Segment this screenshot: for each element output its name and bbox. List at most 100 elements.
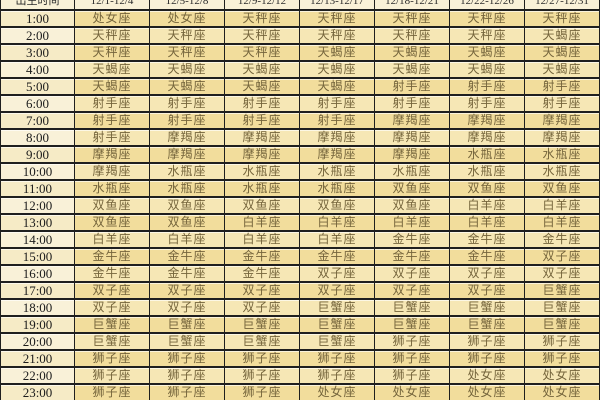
table-row: 20:00 巨蟹座 巨蟹座 巨蟹座 巨蟹座 狮子座 狮子座 狮子座: [0, 332, 600, 351]
zodiac-cell: 金牛座: [74, 264, 150, 283]
zodiac-cell: 狮子座: [524, 332, 600, 351]
zodiac-cell: 射手座: [374, 77, 450, 96]
date-header-cell: 12/22-12/26: [449, 0, 525, 11]
table-row: 14:00 白羊座 白羊座 白羊座 白羊座 金牛座 金牛座 金牛座: [0, 230, 600, 249]
zodiac-cell: 处女座: [299, 383, 375, 400]
zodiac-cell: 处女座: [449, 383, 525, 400]
zodiac-cell: 巨蟹座: [149, 315, 225, 334]
time-cell: 14:00: [0, 230, 75, 249]
zodiac-cell: 双子座: [299, 264, 375, 283]
table-row: 5:00 天蝎座 天蝎座 天蝎座 天蝎座 射手座 射手座 射手座: [0, 77, 600, 96]
zodiac-cell: 射手座: [224, 111, 300, 130]
time-cell: 13:00: [0, 213, 75, 232]
zodiac-cell: 天蝎座: [299, 60, 375, 79]
zodiac-cell: 天蝎座: [299, 43, 375, 62]
table-row: 7:00 射手座 射手座 射手座 射手座 摩羯座 摩羯座 摩羯座: [0, 111, 600, 130]
zodiac-cell: 狮子座: [299, 366, 375, 385]
zodiac-cell: 天秤座: [149, 26, 225, 45]
zodiac-cell: 天秤座: [224, 43, 300, 62]
table-row: 4:00 天蝎座 天蝎座 天蝎座 天蝎座 天蝎座 天蝎座 天蝎座: [0, 60, 600, 79]
table-row: 17:00 双子座 双子座 双子座 双子座 双子座 双子座 巨蟹座: [0, 281, 600, 300]
zodiac-cell: 水瓶座: [74, 179, 150, 198]
zodiac-cell: 处女座: [524, 366, 600, 385]
zodiac-cell: 摩羯座: [74, 145, 150, 164]
table-row: 19:00 巨蟹座 巨蟹座 巨蟹座 巨蟹座 巨蟹座 巨蟹座 巨蟹座: [0, 315, 600, 334]
zodiac-cell: 射手座: [449, 94, 525, 113]
zodiac-cell: 白羊座: [74, 230, 150, 249]
table-row: 13:00 双鱼座 双鱼座 白羊座 白羊座 白羊座 白羊座 白羊座: [0, 213, 600, 232]
zodiac-cell: 巨蟹座: [74, 315, 150, 334]
zodiac-cell: 摩羯座: [524, 128, 600, 147]
zodiac-cell: 双子座: [74, 281, 150, 300]
zodiac-cell: 狮子座: [524, 349, 600, 368]
zodiac-cell: 天蝎座: [74, 77, 150, 96]
zodiac-cell: 巨蟹座: [299, 332, 375, 351]
zodiac-cell: 摩羯座: [374, 145, 450, 164]
zodiac-cell: 天蝎座: [449, 60, 525, 79]
zodiac-cell: 射手座: [374, 94, 450, 113]
zodiac-cell: 巨蟹座: [524, 315, 600, 334]
table-row: 10:00 摩羯座 水瓶座 水瓶座 水瓶座 水瓶座 水瓶座 水瓶座: [0, 162, 600, 181]
zodiac-cell: 金牛座: [524, 230, 600, 249]
zodiac-cell: 金牛座: [224, 264, 300, 283]
zodiac-cell: 双鱼座: [374, 179, 450, 198]
table-row: 8:00 射手座 摩羯座 摩羯座 摩羯座 摩羯座 摩羯座 摩羯座: [0, 128, 600, 147]
date-header-cell: 12/18-12/21: [374, 0, 450, 11]
time-cell: 4:00: [0, 60, 75, 79]
zodiac-cell: 狮子座: [449, 349, 525, 368]
zodiac-cell: 水瓶座: [224, 179, 300, 198]
time-cell: 18:00: [0, 298, 75, 317]
zodiac-cell: 摩羯座: [299, 128, 375, 147]
zodiac-cell: 摩羯座: [224, 128, 300, 147]
zodiac-cell: 天秤座: [149, 43, 225, 62]
table-row: 11:00 水瓶座 水瓶座 水瓶座 水瓶座 双鱼座 双鱼座 双鱼座: [0, 179, 600, 198]
zodiac-cell: 射手座: [224, 94, 300, 113]
zodiac-cell: 摩羯座: [149, 145, 225, 164]
zodiac-cell: 摩羯座: [224, 145, 300, 164]
zodiac-cell: 射手座: [74, 94, 150, 113]
zodiac-cell: 巨蟹座: [524, 298, 600, 317]
zodiac-cell: 水瓶座: [449, 162, 525, 181]
time-cell: 22:00: [0, 366, 75, 385]
zodiac-cell: 天秤座: [449, 26, 525, 45]
zodiac-cell: 水瓶座: [449, 145, 525, 164]
zodiac-cell: 天蝎座: [299, 77, 375, 96]
table-row: 18:00 双子座 双子座 双子座 巨蟹座 巨蟹座 巨蟹座 巨蟹座: [0, 298, 600, 317]
table-row: 21:00 狮子座 狮子座 狮子座 狮子座 狮子座 狮子座 狮子座: [0, 349, 600, 368]
zodiac-cell: 狮子座: [149, 383, 225, 400]
zodiac-cell: 水瓶座: [299, 179, 375, 198]
date-header-cell: 12/13-12/17: [299, 0, 375, 11]
zodiac-cell: 天秤座: [74, 26, 150, 45]
zodiac-cell: 巨蟹座: [374, 298, 450, 317]
zodiac-cell: 射手座: [149, 111, 225, 130]
table-row: 16:00 金牛座 金牛座 金牛座 双子座 双子座 双子座 双子座: [0, 264, 600, 283]
zodiac-cell: 双鱼座: [299, 196, 375, 215]
zodiac-cell: 双子座: [299, 281, 375, 300]
zodiac-cell: 处女座: [449, 366, 525, 385]
zodiac-cell: 巨蟹座: [374, 315, 450, 334]
time-cell: 5:00: [0, 77, 75, 96]
zodiac-cell: 白羊座: [524, 213, 600, 232]
zodiac-cell: 射手座: [74, 128, 150, 147]
zodiac-cell: 巨蟹座: [299, 315, 375, 334]
zodiac-cell: 巨蟹座: [524, 281, 600, 300]
time-cell: 6:00: [0, 94, 75, 113]
zodiac-cell: 天秤座: [224, 9, 300, 28]
zodiac-cell: 射手座: [74, 111, 150, 130]
table-row: 6:00 射手座 射手座 射手座 射手座 射手座 射手座 射手座: [0, 94, 600, 113]
zodiac-cell: 狮子座: [374, 349, 450, 368]
time-cell: 9:00: [0, 145, 75, 164]
time-cell: 8:00: [0, 128, 75, 147]
date-header-cell: 12/1-12/4: [74, 0, 150, 11]
zodiac-cell: 处女座: [524, 383, 600, 400]
time-cell: 16:00: [0, 264, 75, 283]
zodiac-cell: 天秤座: [299, 26, 375, 45]
zodiac-cell: 射手座: [524, 77, 600, 96]
zodiac-cell: 双子座: [374, 281, 450, 300]
zodiac-cell: 白羊座: [524, 196, 600, 215]
table-body: 1:00 处女座 处女座 天秤座 天秤座 天秤座 天秤座 天秤座 2:00 天秤座 天秤座 天秤座 天秤…: [0, 9, 600, 400]
zodiac-cell: 天蝎座: [149, 77, 225, 96]
time-cell: 12:00: [0, 196, 75, 215]
zodiac-cell: 摩羯座: [374, 128, 450, 147]
zodiac-cell: 双子座: [224, 281, 300, 300]
